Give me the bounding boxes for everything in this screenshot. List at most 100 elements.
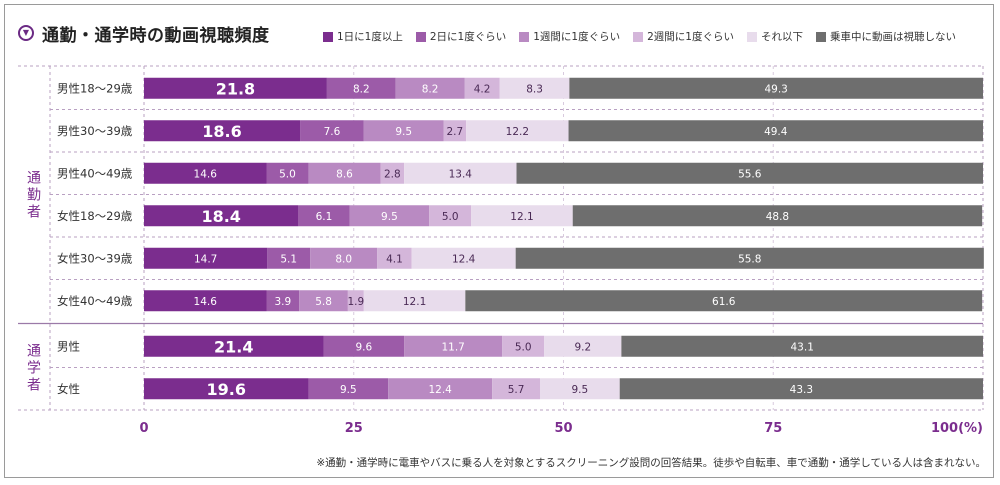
bar-segment bbox=[540, 378, 620, 400]
bar-segment bbox=[267, 247, 311, 269]
chart-title: 通勤・通学時の動画視聴頻度 bbox=[42, 25, 270, 46]
bar-value-label: 5.7 bbox=[508, 384, 525, 396]
bar-segment bbox=[326, 77, 396, 99]
bar-value-label: 8.3 bbox=[526, 83, 543, 95]
bar-segment bbox=[619, 378, 983, 400]
legend-swatch bbox=[415, 31, 426, 42]
category-label: 男性40～49歳 bbox=[57, 166, 133, 180]
bar-segment bbox=[144, 335, 324, 357]
bar-segment bbox=[502, 335, 545, 357]
legend-swatch bbox=[816, 31, 826, 42]
bar-value-label: 8.0 bbox=[335, 253, 352, 265]
bar-segment bbox=[404, 335, 503, 357]
x-tick-label: 0 bbox=[139, 421, 148, 436]
bar-value-label: 6.1 bbox=[316, 211, 333, 223]
legend-swatch bbox=[519, 31, 530, 42]
x-tick-label: 50 bbox=[554, 421, 572, 436]
bar-value-label: 9.5 bbox=[572, 384, 589, 396]
legend-item: 2日に1度ぐらい bbox=[415, 29, 507, 44]
bar-segment bbox=[349, 205, 430, 227]
bar-segment bbox=[515, 247, 984, 269]
bar-value-label: 55.8 bbox=[738, 253, 761, 265]
bar-segment bbox=[492, 378, 541, 400]
bar-value-label: 14.6 bbox=[194, 296, 218, 308]
legend-item: 1週間に1度ぐらい bbox=[519, 29, 620, 44]
legend-label: 乗車中に動画は視聴しない bbox=[830, 31, 956, 43]
legend-item: 1日に1度以上 bbox=[323, 29, 403, 44]
bar-segment bbox=[465, 290, 983, 312]
bar-value-label: 5.0 bbox=[515, 341, 532, 353]
x-tick-label: 100(%) bbox=[931, 421, 983, 436]
bar-segment bbox=[308, 162, 381, 184]
legend-label: それ以下 bbox=[761, 31, 803, 43]
footnote: ※通勤・通学時に電車やバスに乗る人を対象とするスクリーニング設問の回答結果。徒歩… bbox=[316, 457, 986, 469]
bar-segment bbox=[299, 290, 348, 312]
bar-value-label: 5.8 bbox=[315, 296, 332, 308]
bar-segment bbox=[144, 162, 267, 184]
bar-segment bbox=[388, 378, 493, 400]
bar-segment bbox=[363, 290, 466, 312]
bar-segment bbox=[144, 205, 299, 227]
bar-segment bbox=[363, 120, 444, 142]
category-label: 女性 bbox=[57, 382, 80, 396]
bar-value-label: 4.2 bbox=[474, 83, 491, 95]
bar-value-label: 48.8 bbox=[766, 211, 789, 223]
chart-legend: 1日に1度以上 2日に1度ぐらい 1週間に1度ぐらい 2週間に1度ぐらい それ以下 乗車中… bbox=[323, 29, 969, 44]
bar-segment bbox=[300, 120, 364, 142]
group-label: 通学者 bbox=[27, 344, 41, 394]
category-label: 男性 bbox=[57, 339, 80, 353]
legend-swatch bbox=[323, 31, 333, 42]
bar-segment bbox=[323, 335, 405, 357]
bar-value-label: 12.1 bbox=[510, 211, 533, 223]
bar-segment bbox=[499, 77, 570, 99]
bar-segment bbox=[443, 120, 467, 142]
legend-label: 1日に1度以上 bbox=[337, 31, 403, 43]
bar-value-label: 5.1 bbox=[280, 253, 297, 265]
bar-segment bbox=[544, 335, 622, 357]
bar-value-label: 13.4 bbox=[449, 168, 473, 180]
bar-value-label: 18.4 bbox=[201, 207, 240, 226]
bar-segment bbox=[411, 247, 516, 269]
bar-value-label: 61.6 bbox=[712, 296, 736, 308]
bar-value-label: 49.3 bbox=[764, 83, 787, 95]
legend-label: 2週間に1度ぐらい bbox=[647, 31, 734, 43]
bar-segment bbox=[298, 205, 350, 227]
chart-frame bbox=[4, 4, 994, 478]
category-label: 女性40～49歳 bbox=[57, 294, 133, 308]
bar-segment bbox=[380, 162, 405, 184]
bar-segment bbox=[377, 247, 412, 269]
bar-value-label: 2.8 bbox=[384, 168, 401, 180]
bar-value-label: 9.2 bbox=[574, 341, 591, 353]
legend-item: それ以下 bbox=[747, 29, 803, 44]
bar-value-label: 8.2 bbox=[353, 83, 370, 95]
bar-value-label: 9.5 bbox=[381, 211, 398, 223]
bar-segment bbox=[144, 120, 301, 142]
bar-value-label: 9.5 bbox=[340, 384, 357, 396]
bar-value-label: 12.4 bbox=[428, 384, 452, 396]
bar-value-label: 5.0 bbox=[279, 168, 296, 180]
bar-value-label: 9.5 bbox=[395, 126, 412, 138]
legend-item: 2週間に1度ぐらい bbox=[633, 29, 734, 44]
legend-swatch bbox=[633, 31, 644, 42]
legend-swatch bbox=[747, 31, 757, 42]
bar-value-label: 12.4 bbox=[452, 253, 476, 265]
category-label: 女性18～29歳 bbox=[57, 209, 133, 223]
bar-value-label: 43.1 bbox=[791, 341, 814, 353]
bar-value-label: 1.9 bbox=[347, 296, 364, 308]
bar-value-label: 21.8 bbox=[216, 79, 255, 98]
legend-label: 1週間に1度ぐらい bbox=[533, 31, 621, 43]
bar-value-label: 49.4 bbox=[764, 126, 788, 138]
legend-item: 乗車中に動画は視聴しない bbox=[816, 29, 956, 44]
bar-segment bbox=[310, 247, 378, 269]
category-label: 女性30～39歳 bbox=[57, 251, 133, 265]
bar-segment bbox=[404, 162, 517, 184]
bar-value-label: 8.2 bbox=[422, 83, 439, 95]
bar-value-label: 14.7 bbox=[194, 253, 217, 265]
bar-value-label: 14.6 bbox=[194, 168, 218, 180]
bar-value-label: 8.6 bbox=[336, 168, 353, 180]
bar-segment bbox=[621, 335, 983, 357]
chart-header: ▼ 通勤・通学時の動画視聴頻度 bbox=[18, 20, 270, 46]
bar-segment bbox=[266, 290, 300, 312]
legend-label: 2日に1度ぐらい bbox=[429, 31, 507, 43]
